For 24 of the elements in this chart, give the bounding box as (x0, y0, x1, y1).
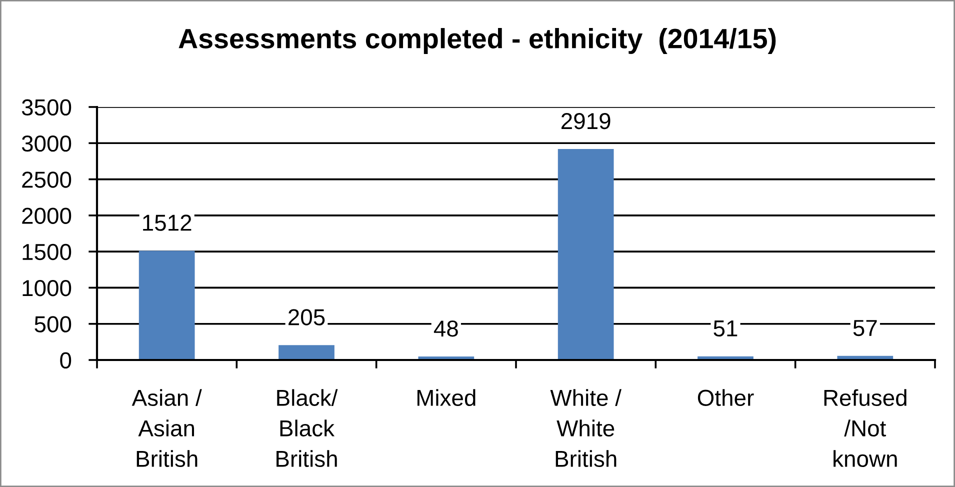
data-label: 205 (288, 309, 325, 326)
data-label: 57 (853, 320, 877, 336)
chart-title: Assessments completed - ethnicity (2014/15) (178, 28, 776, 54)
bar (138, 250, 195, 360)
x-tick-label: Refused /Not known (824, 389, 906, 467)
x-tick-label: Asian / Asian British (132, 389, 202, 467)
bar (558, 149, 614, 360)
y-tick-label: 2500 (22, 172, 72, 188)
y-tick-label: 1000 (22, 280, 72, 296)
y-tick-label: 3000 (22, 135, 72, 152)
y-tick-label: 1500 (22, 244, 72, 260)
y-tick-label: 500 (34, 316, 72, 332)
y-tick-label: 3500 (22, 99, 72, 116)
x-tick-label: Other (698, 389, 754, 406)
x-tick-label: Black/ Black British (276, 389, 338, 467)
y-tick-label: 2000 (22, 208, 72, 224)
data-label: 48 (434, 320, 458, 337)
x-tick-label: White / White British (550, 389, 622, 467)
data-label: 2919 (562, 112, 610, 130)
y-tick-label: 0 (60, 352, 72, 369)
x-tick-label: Mixed (417, 389, 476, 406)
bar (278, 345, 334, 360)
data-label: 1512 (143, 214, 192, 231)
data-label: 51 (714, 320, 738, 337)
